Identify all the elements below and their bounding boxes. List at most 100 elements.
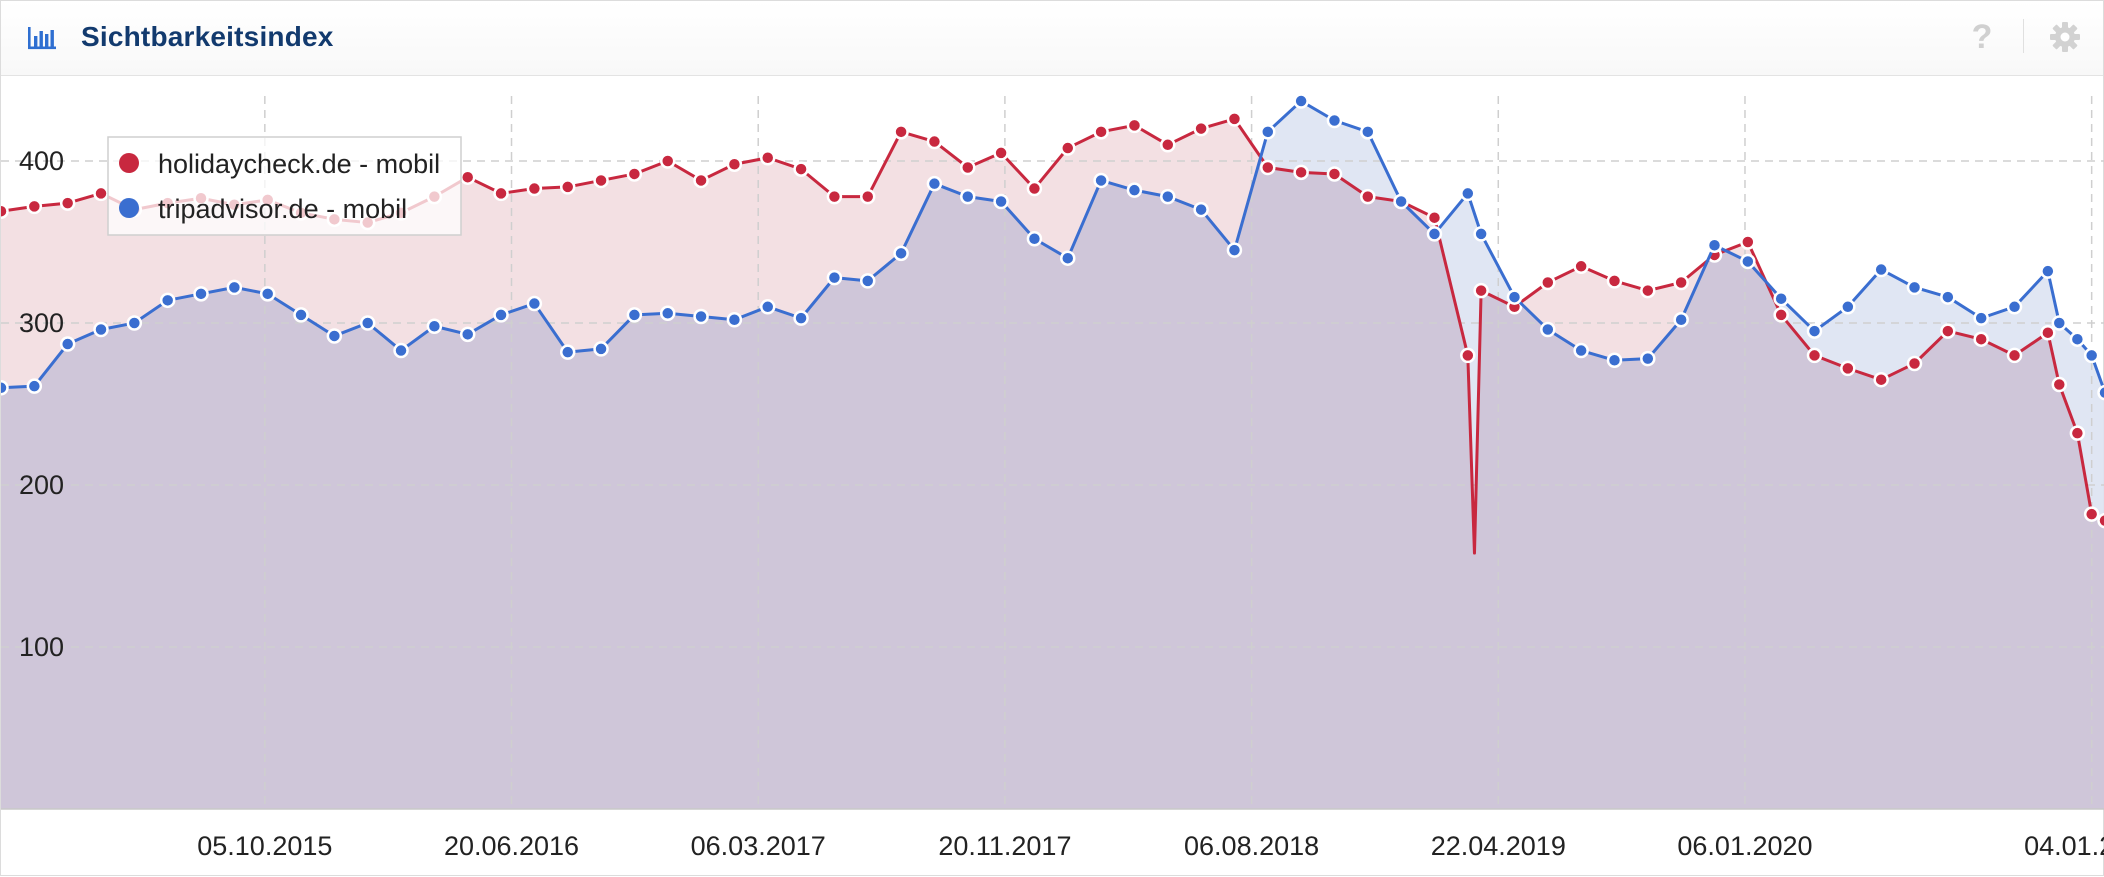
data-point[interactable] [95, 323, 108, 336]
data-point[interactable] [1195, 203, 1208, 216]
data-point[interactable] [695, 174, 708, 187]
data-point[interactable] [1061, 252, 1074, 265]
data-point[interactable] [1328, 167, 1341, 180]
data-point[interactable] [1675, 313, 1688, 326]
data-point[interactable] [495, 187, 508, 200]
data-point[interactable] [2041, 265, 2054, 278]
data-point[interactable] [428, 320, 441, 333]
data-point[interactable] [1128, 119, 1141, 132]
data-point[interactable] [1395, 195, 1408, 208]
data-point[interactable] [995, 195, 1008, 208]
data-point[interactable] [961, 190, 974, 203]
data-point[interactable] [1508, 291, 1521, 304]
data-point[interactable] [2041, 326, 2054, 339]
data-point[interactable] [1128, 184, 1141, 197]
data-point[interactable] [1261, 125, 1274, 138]
data-point[interactable] [2053, 378, 2066, 391]
data-point[interactable] [1575, 344, 1588, 357]
data-point[interactable] [1428, 211, 1441, 224]
data-point[interactable] [661, 307, 674, 320]
data-point[interactable] [1741, 255, 1754, 268]
data-point[interactable] [1361, 125, 1374, 138]
data-point[interactable] [1361, 190, 1374, 203]
data-point[interactable] [1195, 122, 1208, 135]
data-point[interactable] [728, 313, 741, 326]
data-point[interactable] [2099, 514, 2104, 527]
data-point[interactable] [1941, 325, 1954, 338]
data-point[interactable] [961, 161, 974, 174]
data-point[interactable] [28, 380, 41, 393]
data-point[interactable] [2071, 427, 2084, 440]
data-point[interactable] [1028, 182, 1041, 195]
data-point[interactable] [2085, 508, 2098, 521]
data-point[interactable] [861, 274, 874, 287]
data-point[interactable] [1875, 263, 1888, 276]
data-point[interactable] [1161, 138, 1174, 151]
data-point[interactable] [161, 294, 174, 307]
data-point[interactable] [1475, 284, 1488, 297]
data-point[interactable] [828, 271, 841, 284]
data-point[interactable] [1675, 276, 1688, 289]
data-point[interactable] [1295, 166, 1308, 179]
data-point[interactable] [1941, 291, 1954, 304]
data-point[interactable] [895, 125, 908, 138]
data-point[interactable] [195, 287, 208, 300]
data-point[interactable] [28, 200, 41, 213]
data-point[interactable] [2053, 317, 2066, 330]
data-point[interactable] [1641, 284, 1654, 297]
data-point[interactable] [895, 247, 908, 260]
data-point[interactable] [1908, 281, 1921, 294]
legend-label[interactable]: tripadvisor.de - mobil [158, 194, 407, 224]
data-point[interactable] [1095, 125, 1108, 138]
data-point[interactable] [695, 310, 708, 323]
data-point[interactable] [528, 182, 541, 195]
data-point[interactable] [728, 158, 741, 171]
data-point[interactable] [2008, 349, 2021, 362]
data-point[interactable] [295, 308, 308, 321]
data-point[interactable] [761, 151, 774, 164]
data-point[interactable] [661, 155, 674, 168]
data-point[interactable] [928, 135, 941, 148]
data-point[interactable] [1708, 239, 1721, 252]
data-point[interactable] [828, 190, 841, 203]
legend-label[interactable]: holidaycheck.de - mobil [158, 149, 440, 179]
data-point[interactable] [1295, 95, 1308, 108]
data-point[interactable] [1261, 161, 1274, 174]
data-point[interactable] [1741, 236, 1754, 249]
data-point[interactable] [1808, 325, 1821, 338]
data-point[interactable] [595, 174, 608, 187]
data-point[interactable] [795, 163, 808, 176]
data-point[interactable] [628, 308, 641, 321]
data-point[interactable] [228, 281, 241, 294]
data-point[interactable] [1428, 227, 1441, 240]
data-point[interactable] [1228, 112, 1241, 125]
data-point[interactable] [1228, 244, 1241, 257]
data-point[interactable] [1061, 142, 1074, 155]
data-point[interactable] [461, 171, 474, 184]
data-point[interactable] [128, 317, 141, 330]
data-point[interactable] [595, 342, 608, 355]
data-point[interactable] [1161, 190, 1174, 203]
data-point[interactable] [1608, 274, 1621, 287]
data-point[interactable] [1575, 260, 1588, 273]
data-point[interactable] [2085, 349, 2098, 362]
data-point[interactable] [928, 177, 941, 190]
data-point[interactable] [1841, 300, 1854, 313]
data-point[interactable] [1, 381, 8, 394]
data-point[interactable] [2071, 333, 2084, 346]
data-point[interactable] [1975, 333, 1988, 346]
data-point[interactable] [561, 180, 574, 193]
data-point[interactable] [1608, 354, 1621, 367]
data-point[interactable] [2099, 386, 2104, 399]
data-point[interactable] [761, 300, 774, 313]
data-point[interactable] [1775, 308, 1788, 321]
data-point[interactable] [1, 205, 8, 218]
data-point[interactable] [261, 287, 274, 300]
data-point[interactable] [861, 190, 874, 203]
data-point[interactable] [328, 329, 341, 342]
data-point[interactable] [1875, 373, 1888, 386]
data-point[interactable] [1475, 227, 1488, 240]
data-point[interactable] [95, 187, 108, 200]
data-point[interactable] [1461, 187, 1474, 200]
data-point[interactable] [528, 297, 541, 310]
